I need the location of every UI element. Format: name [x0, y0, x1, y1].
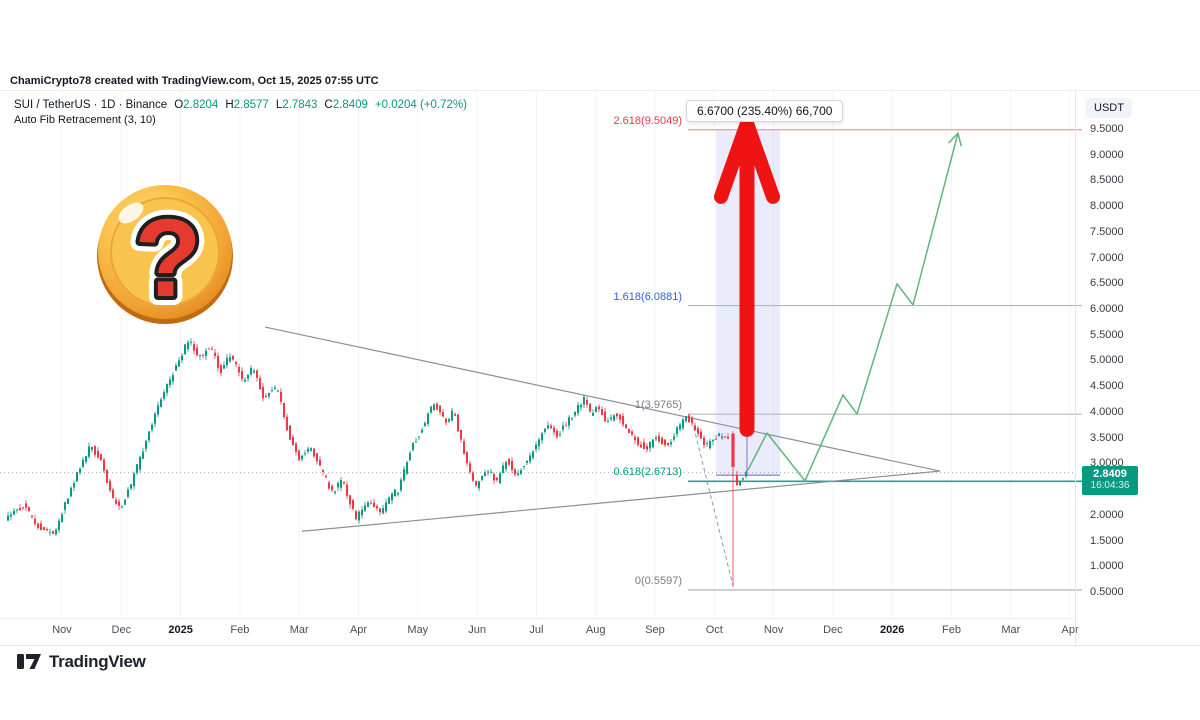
last-price-value: 2.8409 [1093, 468, 1127, 480]
price-tick-label: 1.0000 [1090, 560, 1124, 573]
price-tick-label: 7.0000 [1090, 251, 1124, 264]
time-tick-label: Feb [230, 624, 250, 636]
projection-path[interactable] [747, 132, 962, 482]
ohlc-letter: H [225, 99, 234, 111]
fib-level-label: 0(0.5597) [634, 574, 682, 587]
ohlc-value: 2.8204 [183, 99, 219, 111]
time-tick-label: Jun [468, 624, 486, 636]
bottom-divider [0, 645, 1200, 646]
price-tick-label: 7.5000 [1090, 225, 1124, 238]
ohlc-letter: O [174, 99, 184, 111]
symbol-title: SUI / TetherUS · 1D · Binance [14, 99, 168, 111]
time-tick-label: Apr [349, 624, 368, 636]
time-tick-label: Dec [823, 624, 843, 636]
tradingview-logo-text: TradingView [49, 652, 146, 671]
price-tick-label: 2.0000 [1090, 508, 1124, 521]
time-tick-label: Nov [52, 624, 72, 636]
price-tick-label: 9.5000 [1090, 123, 1124, 135]
price-tick-label: 6.5000 [1090, 277, 1124, 290]
fib-level-label: 2.618(9.5049) [613, 114, 683, 127]
indicator-legend[interactable]: Auto Fib Retracement (3, 10) [14, 114, 156, 126]
grid-layer [61, 90, 1071, 618]
time-tick-label: 2026 [879, 624, 905, 636]
price-tick-label: 4.0000 [1090, 405, 1124, 418]
ohlc-letter: C [324, 99, 333, 111]
price-tick-label: 0.5000 [1090, 585, 1124, 598]
time-tick-label: Jul [529, 624, 544, 636]
ohlc-values: O2.8204 H2.8577 L2.7843 C2.8409 [167, 99, 368, 111]
red-arrow-annotation[interactable] [714, 116, 780, 437]
time-tick-label: 2025 [168, 624, 193, 636]
bar-countdown: 16:04:36 [1090, 480, 1130, 491]
price-tick-label: 8.0000 [1090, 200, 1124, 213]
change-value: +0.0204 (+0.72%) [374, 99, 467, 111]
symbol-legend[interactable]: SUI / TetherUS · 1D · Binance O2.8204 H2.8… [14, 99, 467, 111]
ohlc-value: 2.8577 [233, 99, 269, 111]
price-tick-label: 8.5000 [1090, 174, 1124, 187]
time-tick-label: Sep [645, 624, 665, 636]
time-tick-label: Aug [585, 624, 606, 636]
fib-level-label: 1(3.9765) [634, 399, 682, 412]
ohlc-letter: L [275, 99, 283, 111]
time-tick-label: Dec [111, 624, 132, 636]
mystery-coin-sticker[interactable]: ??? [97, 185, 233, 329]
price-tick-label: 5.0000 [1090, 354, 1124, 367]
price-tick-label: 3.5000 [1090, 431, 1124, 444]
price-tick-label: 6.0000 [1090, 303, 1124, 316]
time-tick-label: Mar [1001, 624, 1021, 636]
tradingview-logo-mark [17, 654, 41, 669]
time-tick-label: Feb [942, 624, 961, 636]
price-tick-label: 5.5000 [1090, 328, 1124, 341]
time-tick-label: Oct [705, 624, 723, 636]
price-axis-border [1075, 90, 1076, 645]
fib-level-label: 1.618(6.0881) [613, 290, 683, 303]
time-tick-label: Apr [1061, 624, 1079, 636]
currency-unit-button[interactable]: USDT [1086, 98, 1132, 118]
ohlc-value: 2.8409 [332, 99, 368, 111]
triangle-trendlines [264, 326, 941, 532]
svg-text:?: ? [134, 197, 201, 320]
last-price-badge: 2.8409 16:04:36 [1082, 466, 1138, 495]
price-tick-label: 1.5000 [1090, 534, 1124, 547]
svg-text:?: ? [134, 197, 201, 320]
svg-text:?: ? [134, 197, 201, 320]
price-tick-label: 4.5000 [1090, 380, 1124, 393]
ohlc-value: 2.7843 [282, 99, 318, 111]
time-tick-label: Mar [289, 624, 309, 636]
time-tick-label: May [407, 624, 429, 636]
top-divider [0, 90, 1200, 91]
price-tick-label: 9.0000 [1090, 148, 1124, 161]
candles-layer [7, 338, 747, 587]
fib-level-label: 0.618(2.6713) [613, 466, 683, 479]
drawing-tooltip: 6.6700 (235.40%) 66,700 [686, 100, 844, 122]
time-tick-label: Nov [763, 624, 784, 636]
tradingview-logo[interactable]: TradingView [17, 651, 146, 673]
fib-dashed-baseline [691, 420, 734, 586]
time-axis-border [0, 618, 1075, 619]
attribution-text: ChamiCrypto78 created with TradingView.c… [10, 75, 379, 87]
